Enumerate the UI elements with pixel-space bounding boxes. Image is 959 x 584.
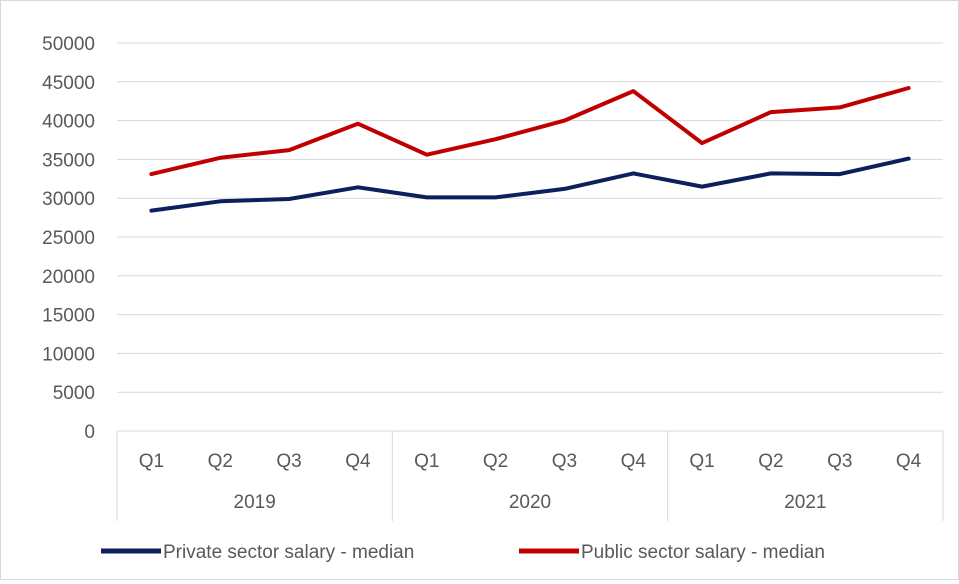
data-point	[425, 195, 429, 199]
data-point	[700, 185, 704, 189]
data-point	[838, 105, 842, 109]
x-group-label: 2021	[784, 492, 826, 513]
legend-label: Private sector salary - median	[163, 542, 414, 563]
data-point	[494, 195, 498, 199]
y-axis: 0 5000 10000 15000 20000 25000 30000 35000 40000…	[42, 34, 95, 443]
data-point	[149, 209, 153, 213]
y-tick-label: 50000	[42, 34, 95, 55]
x-tick-label: Q1	[414, 451, 439, 472]
data-point	[425, 153, 429, 157]
y-tick-label: 30000	[42, 189, 95, 210]
x-tick-label: Q3	[827, 451, 852, 472]
data-point	[907, 86, 911, 90]
data-point	[356, 122, 360, 126]
data-point	[907, 157, 911, 161]
y-tick-label: 45000	[42, 73, 95, 94]
x-tick-label: Q4	[896, 451, 922, 472]
y-tick-label: 35000	[42, 150, 95, 171]
data-point	[562, 187, 566, 191]
x-tick-label: Q4	[345, 451, 371, 472]
y-tick-label: 25000	[42, 228, 95, 249]
y-tick-label: 40000	[42, 112, 95, 133]
series-lines	[149, 86, 911, 213]
data-point	[700, 141, 704, 145]
data-point	[631, 89, 635, 93]
data-point	[356, 185, 360, 189]
data-point	[287, 197, 291, 201]
x-tick-label: Q3	[276, 451, 301, 472]
x-axis: Q1 Q2 Q3 Q4 Q1 Q2 Q3 Q4 Q1 Q2 Q3 Q4 2019 2020 2021	[116, 430, 944, 521]
series-line-public-sector	[149, 86, 911, 177]
data-point	[287, 148, 291, 152]
data-point	[769, 171, 773, 175]
x-tick-label: Q2	[208, 451, 233, 472]
y-tick-label: 15000	[42, 306, 95, 327]
data-point	[218, 199, 222, 203]
data-point	[149, 172, 153, 176]
x-group-label: 2020	[509, 492, 551, 513]
data-point	[769, 110, 773, 114]
y-tick-label: 5000	[53, 383, 95, 404]
data-point	[218, 156, 222, 160]
x-tick-label: Q3	[552, 451, 577, 472]
data-point	[494, 137, 498, 141]
legend: Private sector salary - median Public sec…	[101, 542, 825, 563]
data-point	[838, 172, 842, 176]
gridlines	[117, 42, 943, 393]
x-group-label: 2019	[234, 492, 276, 513]
y-tick-label: 20000	[42, 267, 95, 288]
legend-label: Public sector salary - median	[581, 542, 825, 563]
x-tick-label: Q2	[483, 451, 508, 472]
x-tick-label: Q2	[758, 451, 783, 472]
x-tick-label: Q1	[139, 451, 164, 472]
data-point	[631, 171, 635, 175]
x-tick-label: Q1	[689, 451, 714, 472]
x-tick-label: Q4	[621, 451, 647, 472]
series-line-private-sector	[149, 156, 911, 213]
data-point	[562, 119, 566, 123]
y-tick-label: 10000	[42, 344, 95, 365]
y-tick-label: 0	[84, 422, 95, 443]
